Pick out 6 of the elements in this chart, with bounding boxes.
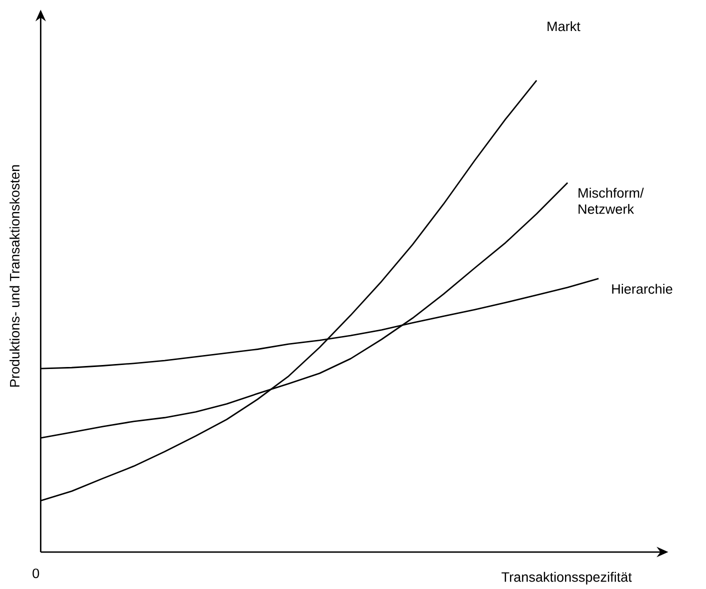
text: Markt xyxy=(548,21,580,32)
text: 0 xyxy=(32,568,40,578)
series-label: Mischform/ Netzwerk xyxy=(578,188,644,214)
y-axis-title: Produktions- und Transaktionskosten xyxy=(10,165,20,387)
series-label: Hierarchie xyxy=(612,284,672,294)
x-axis-title: Transaktionsspezifität xyxy=(502,572,632,585)
